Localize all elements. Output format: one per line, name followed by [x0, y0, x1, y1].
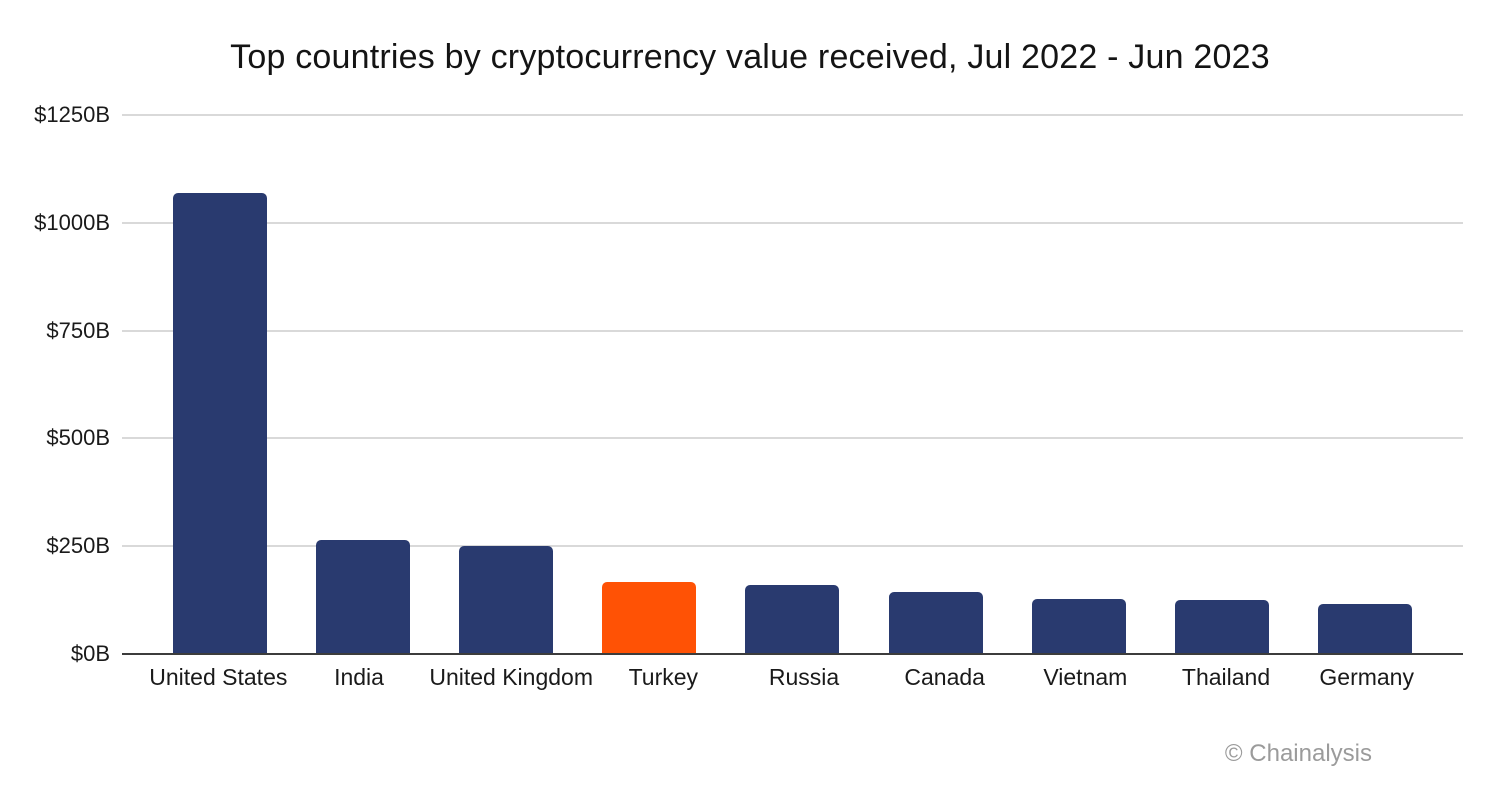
watermark-chainalysis: © Chainalysis — [1224, 740, 1372, 767]
bar-united-states — [172, 192, 267, 654]
bar-united-kingdom — [459, 546, 554, 654]
x-label-thailand: Thailand — [1181, 664, 1271, 690]
bar-russia — [745, 585, 840, 654]
bar-germany — [1318, 603, 1413, 654]
y-tick-label-1250: $1250B — [34, 102, 110, 127]
x-label-russia: Russia — [768, 664, 840, 690]
gridline-250 — [122, 545, 1463, 548]
bar-slot — [578, 115, 721, 654]
bar-turkey — [602, 582, 697, 654]
gridline-750 — [122, 329, 1463, 332]
y-tick-label-750: $750B — [46, 317, 110, 343]
gridline-1000 — [122, 221, 1463, 224]
y-tick-label-500: $500B — [46, 425, 110, 451]
y-tick-label-1000: $1000B — [34, 209, 110, 235]
bar-slot — [1151, 115, 1294, 654]
y-tick-label-250: $250B — [46, 533, 110, 559]
x-label-germany: Germany — [1319, 664, 1414, 690]
y-tick-label-0: $0B — [70, 641, 110, 666]
bar-india — [315, 539, 410, 654]
y-axis-labels: $0B $250B $500B $750B $1000B $1250B — [0, 0, 110, 810]
x-label-vietnam: Vietnam — [1043, 664, 1128, 690]
x-label-india: India — [334, 664, 384, 690]
bar-slot — [434, 115, 577, 654]
bar-slot — [291, 115, 434, 654]
x-axis-labels: United States India United Kingdom Turkey Ru… — [148, 664, 1437, 691]
gridline-1250 — [122, 114, 1463, 116]
x-axis-line — [122, 653, 1463, 655]
gridline-500 — [122, 437, 1463, 440]
bar-canada — [888, 591, 983, 654]
bar-slot — [1294, 115, 1437, 654]
chart-title: Top countries by cryptocurrency value re… — [230, 38, 1270, 76]
bar-slot — [721, 115, 864, 654]
plot-area: United States India United Kingdom Turkey Ru… — [122, 114, 1463, 690]
bar-thailand — [1175, 600, 1270, 654]
x-label-turkey: Turkey — [628, 664, 699, 690]
x-label-united-states: United States — [149, 664, 288, 690]
x-label-united-kingdom: United Kingdom — [429, 664, 593, 690]
bar-slot — [1007, 115, 1150, 654]
bar-slot — [864, 115, 1007, 654]
bar-vietnam — [1031, 598, 1126, 654]
bars-container — [148, 115, 1437, 654]
x-label-canada: Canada — [904, 664, 985, 690]
bar-slot — [148, 115, 291, 654]
